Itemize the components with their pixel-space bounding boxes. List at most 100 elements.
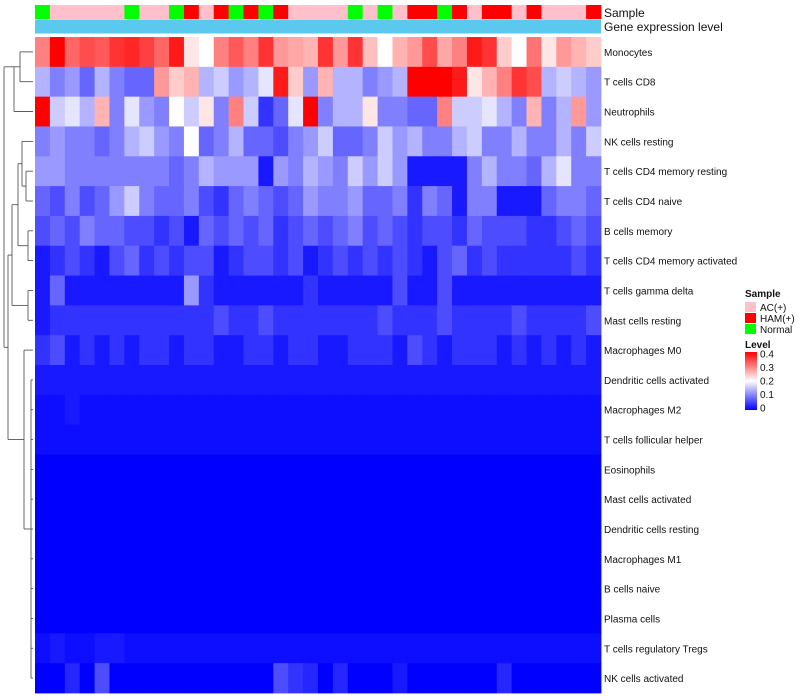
heatmap-cell <box>273 424 289 455</box>
heatmap-cell <box>496 335 513 366</box>
heatmap-cell <box>49 543 66 575</box>
heatmap-cell <box>526 454 542 485</box>
heatmap-cell <box>228 394 244 426</box>
heatmap-cell <box>318 37 334 68</box>
heatmap-cell <box>228 305 244 336</box>
heatmap-cell <box>496 245 513 276</box>
heatmap-cell <box>571 66 587 98</box>
heatmap-cell <box>288 663 304 694</box>
heatmap-cell <box>183 663 200 694</box>
heatmap-cell <box>258 663 274 694</box>
heatmap-cell <box>392 424 408 455</box>
heatmap-cell <box>362 305 378 336</box>
heatmap-cell <box>452 37 468 68</box>
heatmap-cell <box>198 245 215 276</box>
heatmap-cell <box>94 245 110 276</box>
heatmap-cell <box>541 126 557 157</box>
heatmap-cell <box>243 514 259 545</box>
row-label: Dendritic cells activated <box>604 376 709 387</box>
heatmap-cell <box>243 96 259 127</box>
row-label: B cells naive <box>604 585 661 596</box>
heatmap-cell <box>362 215 378 247</box>
heatmap-cell <box>169 275 185 306</box>
heatmap-cell <box>169 514 185 545</box>
heatmap-cell <box>258 603 274 634</box>
heatmap-cell <box>49 66 66 98</box>
heatmap-cell <box>437 365 453 396</box>
heatmap-cell <box>94 126 110 157</box>
heatmap-cell <box>228 156 244 187</box>
heatmap-cell <box>154 573 170 604</box>
heatmap-cell <box>94 215 110 247</box>
heatmap-cell <box>347 186 364 217</box>
heatmap-cell <box>481 514 498 545</box>
heatmap-cell <box>139 215 155 247</box>
heatmap-cell <box>362 96 378 127</box>
heatmap-cell <box>377 543 393 575</box>
heatmap-cell <box>64 365 81 396</box>
heatmap-cell <box>586 663 602 694</box>
heatmap-cell <box>49 215 66 247</box>
heatmap-cell <box>198 603 215 634</box>
heatmap-cell <box>243 275 259 306</box>
heatmap-cell <box>64 305 81 336</box>
heatmap-cell <box>288 484 304 515</box>
heatmap-cell <box>362 543 378 575</box>
heatmap-cell <box>288 454 304 485</box>
heatmap-cell <box>526 484 542 515</box>
heatmap-cell <box>169 573 185 604</box>
heatmap-cell <box>64 424 81 455</box>
heatmap-cell <box>228 424 244 455</box>
heatmap-cell <box>94 603 110 634</box>
row-label: T cells follicular helper <box>604 436 703 447</box>
heatmap-cell <box>258 186 274 217</box>
heatmap-cell <box>571 454 587 485</box>
heatmap-cell <box>586 603 602 634</box>
heatmap-cell <box>392 96 408 127</box>
heatmap-cell <box>437 335 453 366</box>
heatmap-cell <box>437 66 453 98</box>
heatmap-cell <box>362 424 378 455</box>
heatmap-cell <box>496 96 513 127</box>
heatmap-cell <box>318 126 334 157</box>
heatmap-cell <box>79 37 95 68</box>
heatmap-cell <box>124 603 140 634</box>
heatmap-cell <box>49 514 66 545</box>
heatmap-cell <box>422 603 438 634</box>
heatmap-cell <box>511 633 527 664</box>
heatmap-cell <box>169 633 185 664</box>
heatmap-cell <box>64 603 81 634</box>
heatmap-cell <box>228 663 244 694</box>
heatmap-cell <box>288 275 304 306</box>
heatmap-cell <box>169 245 185 276</box>
heatmap-cell <box>452 275 468 306</box>
heatmap-cell <box>422 215 438 247</box>
heatmap-cell <box>49 573 66 604</box>
heatmap-cell <box>318 663 334 694</box>
heatmap-cell <box>35 573 51 604</box>
heatmap-cell <box>556 96 572 127</box>
track-label-sample: Sample <box>604 6 645 20</box>
heatmap-cell <box>556 275 572 306</box>
heatmap-cell <box>288 215 304 247</box>
heatmap-cell <box>347 365 364 396</box>
heatmap-cell <box>318 484 334 515</box>
heatmap-cell <box>511 663 527 694</box>
heatmap-cell <box>94 454 110 485</box>
heatmap-cell <box>377 37 393 68</box>
heatmap-cell <box>198 663 215 694</box>
heatmap-cell <box>154 37 170 68</box>
heatmap-cell <box>511 484 527 515</box>
heatmap-cell <box>571 215 587 247</box>
heatmap-cell <box>496 454 513 485</box>
heatmap-cell <box>362 365 378 396</box>
heatmap-cell <box>452 365 468 396</box>
heatmap-cell <box>258 424 274 455</box>
heatmap-cell <box>526 603 542 634</box>
heatmap-cell <box>571 663 587 694</box>
heatmap-cell <box>79 573 95 604</box>
heatmap-cell <box>109 126 125 157</box>
heatmap-cell <box>64 126 81 157</box>
heatmap-cell <box>511 305 527 336</box>
heatmap-cell <box>154 633 170 664</box>
